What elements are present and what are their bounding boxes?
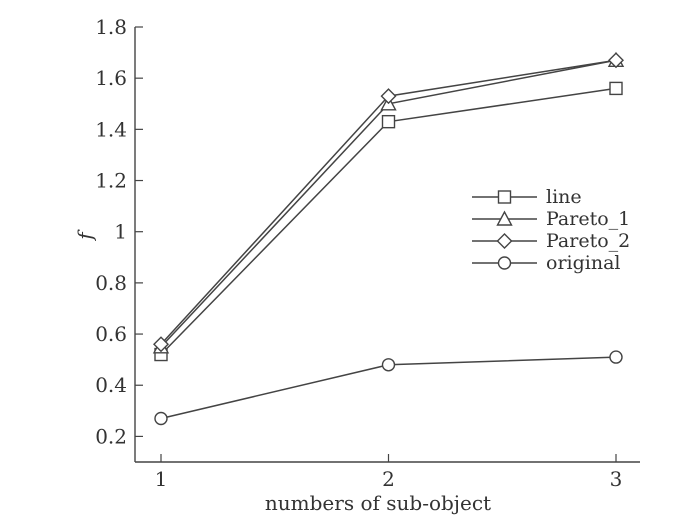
x-axis-label: numbers of sub-object bbox=[265, 491, 491, 515]
legend-item: Pareto_1 bbox=[472, 208, 630, 230]
y-tick-label: 0.8 bbox=[95, 271, 127, 295]
data-point-square bbox=[381, 114, 396, 129]
legend-label: Pareto_1 bbox=[546, 208, 630, 230]
x-ticks: 1 2 3 bbox=[155, 454, 623, 491]
legend-marker-circle bbox=[497, 256, 512, 270]
y-tick-label: 0.6 bbox=[95, 322, 127, 346]
x-tick-label: 2 bbox=[382, 467, 395, 491]
axes bbox=[134, 27, 640, 463]
y-tick-label: 1.4 bbox=[95, 117, 127, 141]
legend-label: Pareto_2 bbox=[546, 230, 630, 252]
series-pareto-2 bbox=[153, 52, 624, 353]
legend-item: Pareto_2 bbox=[472, 230, 630, 252]
data-point-circle bbox=[154, 411, 168, 426]
y-tick-label: 1.6 bbox=[95, 66, 127, 90]
y-tick-label: 0.2 bbox=[95, 424, 127, 448]
y-tick-label: 0.4 bbox=[95, 373, 127, 397]
y-ticks: 0.2 0.4 0.6 0.8 1 1.2 1.4 1.6 1.8 bbox=[95, 15, 143, 448]
legend-marker-triangle bbox=[496, 210, 513, 226]
data-point-square bbox=[609, 81, 623, 96]
x-tick-label: 3 bbox=[610, 467, 623, 491]
y-tick-label: 1 bbox=[114, 220, 127, 244]
series-layer bbox=[152, 51, 625, 426]
series-original bbox=[154, 350, 623, 426]
y-tick-label: 1.8 bbox=[95, 15, 127, 39]
data-point-circle bbox=[381, 358, 396, 372]
y-axis-label: f bbox=[73, 229, 97, 242]
legend-marker-diamond bbox=[496, 233, 513, 249]
data-point-diamond bbox=[153, 336, 169, 353]
data-point-diamond bbox=[608, 52, 624, 69]
legend-label: line bbox=[546, 186, 582, 208]
data-point-diamond bbox=[380, 88, 397, 105]
legend-marker-square bbox=[497, 190, 512, 204]
legend-label: original bbox=[546, 252, 620, 274]
legend-item: line bbox=[472, 186, 582, 208]
legend-item: original bbox=[472, 252, 620, 274]
x-tick-label: 1 bbox=[155, 467, 168, 491]
data-point-circle bbox=[609, 350, 623, 364]
y-tick-label: 1.2 bbox=[95, 169, 127, 193]
